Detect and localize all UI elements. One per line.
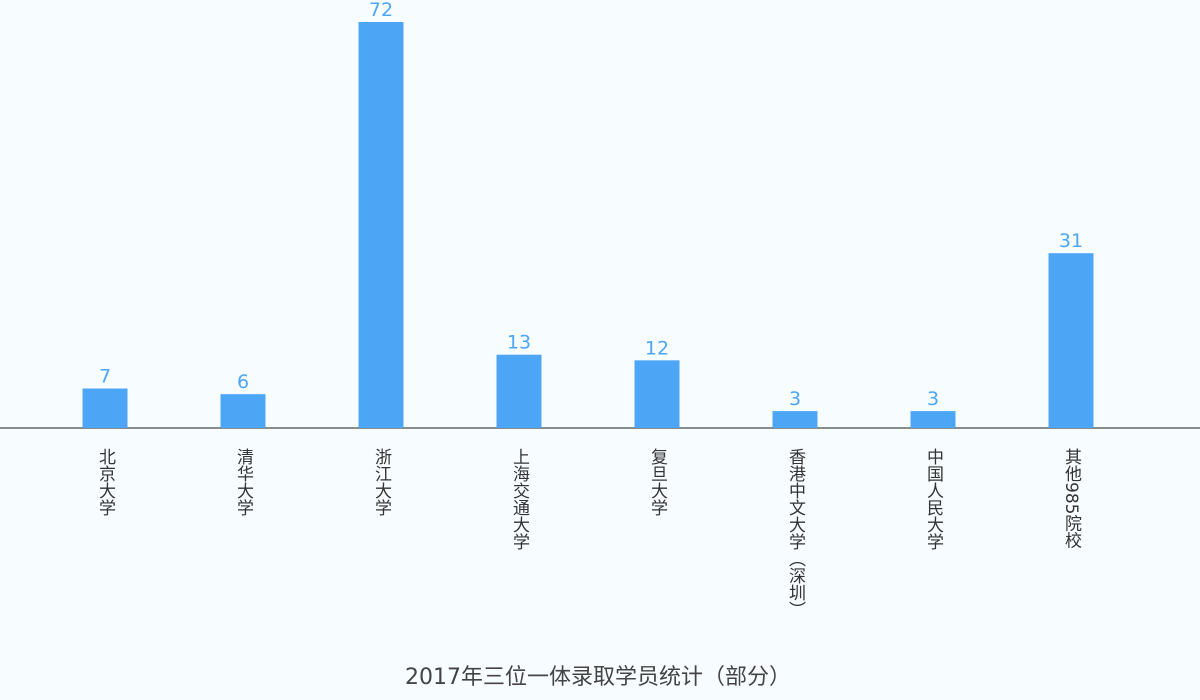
x-tick-label: 北京大学 [95, 448, 116, 516]
bar [358, 22, 404, 428]
x-tick-label: 香港中文大学（深圳） [785, 448, 806, 618]
value-label: 3 [789, 388, 801, 410]
bar [82, 388, 128, 428]
x-tick-label: 复旦大学 [647, 448, 668, 516]
bar [772, 411, 818, 428]
value-label: 31 [1059, 230, 1083, 252]
x-tick-label: 上海交通大学 [509, 448, 530, 550]
x-tick-label: 中国人民大学 [923, 448, 944, 550]
bar [496, 354, 542, 428]
x-tick-label: 浙江大学 [371, 448, 392, 516]
value-label: 3 [927, 388, 939, 410]
bar [220, 394, 266, 428]
x-tick-label: 其他985院校 [1061, 448, 1082, 548]
bar [1048, 253, 1094, 428]
chart-title: 2017年三位一体录取学员统计（部分） [405, 665, 791, 690]
x-tick-label: 清华大学 [233, 448, 254, 516]
value-label: 7 [99, 366, 111, 388]
bar [910, 411, 956, 428]
bar [634, 360, 680, 428]
value-label: 6 [237, 371, 249, 393]
value-label: 13 [507, 332, 531, 354]
value-label: 72 [369, 0, 393, 21]
value-label: 12 [645, 337, 669, 359]
